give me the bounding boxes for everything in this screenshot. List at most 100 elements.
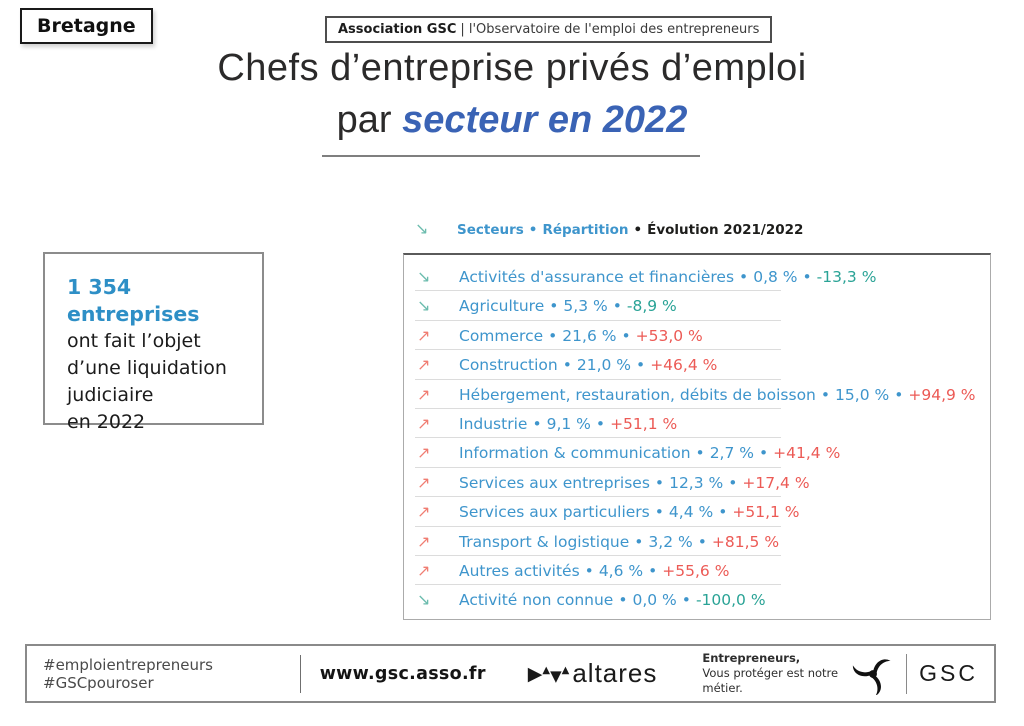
column-repartition: Répartition: [542, 222, 629, 238]
sector-row: ↘ Activité non connue • 0,0 % • -100,0 %: [415, 585, 781, 614]
gsc-logo: GSC: [852, 653, 978, 695]
sector-share: 0,0 %: [632, 591, 677, 610]
bullet-separator: •: [654, 473, 665, 492]
title-line2: par secteur en 2022: [0, 99, 1024, 142]
altares-wordmark: altares: [572, 658, 658, 688]
sector-name: Agriculture: [459, 297, 545, 316]
sector-name: Services aux entreprises: [459, 473, 650, 492]
hashtags: #emploientrepreneurs #GSCpouroser: [43, 655, 213, 692]
title-underline: [322, 155, 700, 157]
sector-evolution: +81,5 %: [711, 532, 780, 551]
bullet-separator: •: [894, 385, 904, 404]
sector-name: Information & communication: [459, 444, 691, 463]
sector-share: 12,3 %: [669, 473, 724, 492]
sector-evolution: +94,9 %: [908, 385, 976, 404]
association-name: Association GSC: [338, 22, 457, 37]
tagline-line2: Vous protéger est notre métier.: [702, 666, 839, 695]
bullet-separator: •: [654, 503, 664, 522]
trend-up-icon: ↗: [417, 384, 431, 404]
sector-evolution: -13,3 %: [816, 268, 877, 286]
sector-row: ↗ Hébergement, restauration, débits de bo…: [415, 380, 976, 409]
bullet-separator: •: [739, 268, 749, 286]
bullet-separator: •: [759, 444, 769, 463]
altares-mark-icon: ▶: [527, 662, 543, 685]
sector-share: 15,0 %: [835, 385, 890, 404]
sector-row: ↗ Services aux particuliers • 4,4 % • +51,1 %: [415, 497, 800, 527]
footer-bar: #emploientrepreneurs #GSCpouroser www.gs…: [25, 644, 996, 703]
bullet-separator: •: [548, 326, 558, 345]
trend-down-icon: ↘: [417, 590, 431, 610]
association-banner: Association GSC | l'Observatoire de l'emp…: [325, 16, 773, 43]
sector-evolution: -100,0 %: [695, 591, 766, 610]
title-line2-highlight: secteur en 2022: [402, 99, 688, 141]
gsc-spiral-icon: [853, 658, 891, 695]
bullet-separator: •: [802, 268, 812, 286]
altares-logo: ▶ ▲ ▼ ▲ altares: [528, 658, 658, 689]
bullet-separator: •: [820, 385, 831, 404]
page-title: Chefs d’entreprise privés d’emploi par s…: [0, 47, 1024, 142]
sector-name: Transport & logistique: [459, 532, 630, 551]
sector-name: Commerce: [459, 326, 544, 345]
bullet-separator: •: [532, 414, 542, 433]
bullet-separator: •: [584, 561, 594, 580]
gsc-wordmark: GSC: [919, 660, 978, 686]
sector-evolution: +51,1 %: [610, 414, 678, 433]
sector-name: Services aux particuliers: [459, 503, 650, 522]
key-figure-text: d’une liquidation: [67, 357, 227, 379]
key-figure-text: judiciaire: [67, 384, 154, 406]
bullet-separator: •: [618, 591, 628, 610]
sector-share: 21,0 %: [576, 356, 632, 375]
sector-share: 3,2 %: [648, 532, 693, 551]
key-figure-box: 1 354 entreprises ont fait l’objet d’une…: [43, 252, 264, 433]
sector-list: ↘ Activités d'assurance et financières • 0,…: [403, 253, 991, 620]
bullet-separator: •: [695, 444, 705, 463]
sector-name: Construction: [459, 356, 558, 375]
bullet-separator: •: [595, 414, 606, 433]
sector-evolution: +51,1 %: [732, 503, 800, 522]
sector-share: 9,1 %: [546, 414, 591, 433]
bullet-separator: •: [612, 297, 622, 316]
bullet-separator: •: [697, 532, 707, 551]
trend-up-icon: ↗: [417, 502, 431, 522]
bullet-separator: •: [681, 591, 691, 610]
trend-up-icon: ↗: [417, 325, 431, 345]
title-line2-prefix: par: [336, 99, 403, 141]
sector-evolution: +17,4 %: [742, 473, 810, 492]
sector-evolution: +46,4 %: [650, 356, 718, 375]
sector-share: 5,3 %: [563, 297, 608, 316]
bullet-separator: •: [636, 356, 646, 375]
sector-row: ↗ Commerce • 21,6 % • +53,0 %: [415, 321, 781, 351]
altares-mark-icon: ▲: [542, 665, 551, 676]
key-figure-text: ont fait l’objet: [67, 330, 201, 352]
list-column-header: ↘ Secteurs • Répartition • Évolution 2021/202…: [403, 219, 803, 241]
footer-divider: [299, 654, 301, 693]
sector-row: ↗ Autres activités • 4,6 % • +55,6 %: [415, 556, 781, 586]
trend-up-icon: ↗: [417, 472, 431, 492]
sector-evolution: +53,0 %: [635, 326, 703, 345]
sector-row: ↗ Information & communication • 2,7 % • +41,4…: [415, 438, 840, 468]
bullet-separator: •: [718, 503, 728, 522]
bullet-separator: •: [562, 356, 572, 375]
title-line1: Chefs d’entreprise privés d’emploi: [217, 47, 807, 89]
tagline-line1: Entrepreneurs,: [702, 651, 801, 665]
trend-down-icon: ↘: [415, 219, 429, 238]
sector-share: 4,4 %: [668, 503, 714, 522]
sector-row: ↘ Activités d'assurance et financières • 0,…: [415, 262, 876, 292]
trend-down-icon: ↘: [417, 296, 431, 316]
trend-down-icon: ↘: [417, 267, 431, 286]
sector-evolution: +55,6 %: [662, 561, 730, 580]
sector-share: 4,6 %: [598, 561, 644, 580]
sector-row: ↗ Construction • 21,0 % • +46,4 %: [415, 350, 781, 380]
trend-up-icon: ↗: [417, 443, 431, 463]
association-subtitle: | l'Observatoire de l'emploi des entrepr…: [460, 22, 760, 37]
sector-row: ↗ Services aux entreprises • 12,3 % • +17,4 %: [415, 468, 810, 498]
website-url: www.gsc.asso.fr: [319, 663, 486, 684]
sector-share: 2,7 %: [709, 444, 754, 463]
bullet-separator: •: [549, 297, 559, 316]
key-figure: 1 354 entreprises: [67, 275, 200, 326]
bullet-separator: •: [621, 326, 631, 345]
gsc-logo-divider: [906, 653, 908, 694]
sector-name: Activité non connue: [459, 591, 614, 610]
trend-up-icon: ↗: [417, 560, 431, 580]
